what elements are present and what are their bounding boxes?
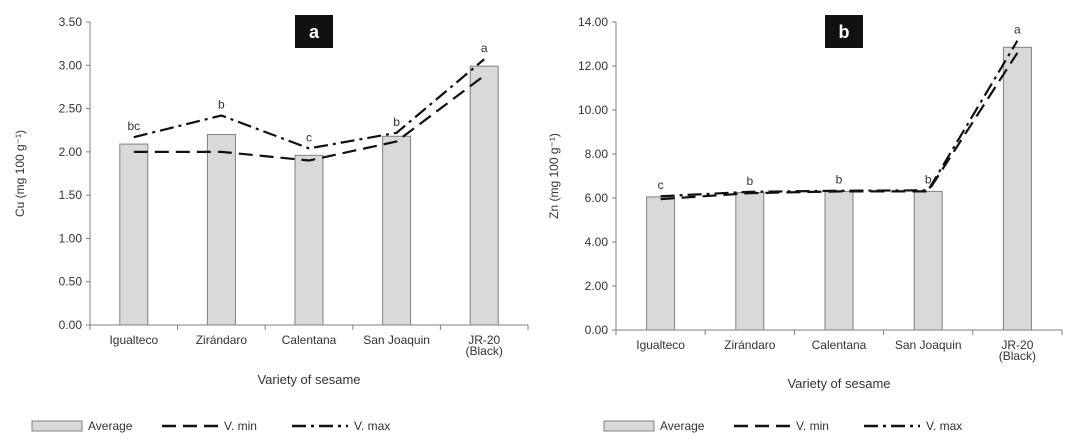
chart-a-y-axis-title: Cu (mg 100 g⁻¹) [13,130,27,217]
chart-b-line-v-min [660,52,1019,201]
chart-a-legend-label: Average [88,419,133,433]
chart-a-bar [382,135,412,326]
chart-a-y-tick-label: 3.00 [59,58,83,72]
chart-b-legend-swatch-average [603,420,655,432]
chart-b-x-tick-label: Zirándaro [724,338,776,352]
chart-b-legend: Average V. min V. max [603,419,962,433]
chart-b-y-tick-label: 0.00 [585,323,609,337]
chart-b-x-tick-label: Calentana [812,338,867,352]
chart-b-panel-label-box [825,15,863,48]
chart-b-significance-letter: b [836,173,843,187]
chart-b-significance-letter: a [1014,23,1021,37]
chart-b-y-tick-label: 12.00 [578,59,608,73]
chart-b-line-v-max [660,40,1019,198]
chart-b-legend-label: V. max [926,419,962,433]
chart-a-bar [206,134,236,326]
chart-a-x-tick-label: San Joaquin [363,333,430,347]
chart-b-bar [1002,46,1032,331]
chart-a-legend-swatch-average [31,420,83,432]
chart-b-svg: 0.00 2.00 4.00 6.00 8.00 10.00 12.00 14.00 Igual… [547,15,1063,433]
chart-b-panel-label: b [839,22,850,42]
chart-a-significance-letter: b [393,115,400,129]
chart-a-x-tick-label: JR-20 (Black) [466,333,503,358]
chart-a-y-tick-label: 1.50 [59,188,83,202]
chart-a-svg: 0.00 0.50 1.00 1.50 2.00 2.50 3.00 3.50 Igualtec… [13,15,529,433]
chart-b-x-tick-label: Igualteco [636,338,685,352]
chart-a-x-tick-label: Igualteco [109,333,158,347]
chart-a-legend: Average V. min V. max [31,419,390,433]
chart-b-y-tick-label: 2.00 [585,279,609,293]
chart-a-y-tick-label: 1.00 [59,231,83,245]
chart-b-significance-letter: b [925,172,932,186]
chart-b-legend-label: Average [660,419,705,433]
chart-b-y-tick-label: 6.00 [585,191,609,205]
chart-b-y-axis-title: Zn (mg 100 g⁻¹) [547,133,561,219]
chart-a-x-tick-label: Calentana [282,333,337,347]
chart-a-panel-label-box [295,15,333,48]
chart-a-bar [469,65,499,326]
chart-a-x-tick-label: Zirándaro [196,333,248,347]
chart-b-y-tick-label: 14.00 [578,15,608,29]
chart-a-y-tick-label: 0.50 [59,275,83,289]
chart-b-significance-letter: b [746,174,753,188]
chart-a-bar [294,154,324,326]
chart-a-panel-label: a [309,22,320,42]
chart-a-line-v-max [133,58,485,150]
chart-b-legend-label: V. min [796,419,829,433]
chart-a-y-tick-label: 2.00 [59,145,83,159]
chart-b-x-axis-title: Variety of sesame [787,376,890,391]
chart-panel-a: 0.00 0.50 1.00 1.50 2.00 2.50 3.00 3.50 Igualtec… [13,15,529,433]
chart-panel-b: 0.00 2.00 4.00 6.00 8.00 10.00 12.00 14.00 Igual… [536,0,1072,440]
chart-b-y-tick-label: 8.00 [585,147,609,161]
chart-b-significance-letter: c [658,178,664,192]
chart-a-y-tick-label: 2.50 [59,102,83,116]
chart-a-significance-letter: c [306,130,312,144]
chart-a-bar [119,143,149,326]
chart-a-y-tick-label: 0.00 [59,318,83,332]
chart-b-bar [735,192,765,331]
chart-b-x-tick-label: JR-20 (Black) [999,338,1036,363]
chart-a-y-tick-label: 3.50 [59,15,83,29]
chart-a-significance-letter: a [481,41,488,55]
chart-b-x-tick-label: San Joaquin [895,338,962,352]
chart-a-legend-label: V. min [224,419,257,433]
chart-b-bar [824,190,854,331]
chart-b-y-tick-label: 4.00 [585,235,609,249]
chart-b-bar [646,196,676,331]
chart-b-bar [913,190,943,331]
chart-a-x-axis-title: Variety of sesame [257,372,360,387]
chart-a-significance-letter: b [218,97,225,111]
chart-a-legend-label: V. max [354,419,390,433]
chart-a-line-v-min [133,74,485,162]
chart-a-significance-letter: bc [127,119,140,133]
chart-b-y-tick-label: 10.00 [578,103,608,117]
